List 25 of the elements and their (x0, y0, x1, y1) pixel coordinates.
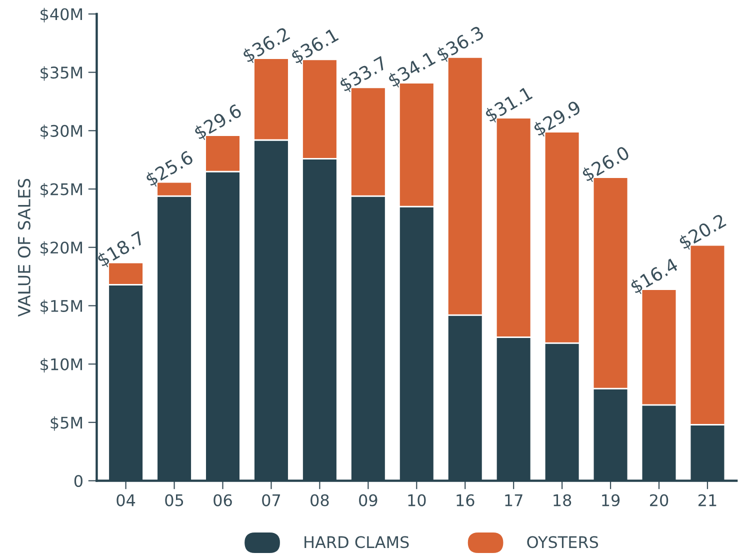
x-tick-label: 19 (602, 494, 620, 506)
x-tick-label: 04 (116, 494, 136, 506)
x-tick-label: 06 (214, 494, 232, 506)
y-tick-label: $35M (40, 66, 82, 81)
y-tick-label: $5M (50, 416, 82, 431)
y-tick-label: $30M (40, 124, 82, 140)
legend-label: HARD CLAMS (304, 536, 409, 548)
x-tick-label: 05 (165, 494, 184, 506)
x-tick-label: 16 (456, 494, 474, 506)
y-tick-label: $25M (40, 182, 82, 198)
x-tick-label: 20 (650, 494, 668, 506)
y-tick-label: $15M (40, 300, 82, 314)
x-tick-label: 21 (698, 494, 716, 506)
x-tick-label: 10 (408, 494, 426, 506)
x-tick-label: 09 (359, 494, 378, 506)
y-axis-title: VALUE OF SALES (18, 178, 30, 317)
x-tick-label: 17 (505, 494, 522, 506)
x-tick-label: 18 (554, 494, 572, 506)
y-tick-label: $20M (40, 241, 82, 256)
x-tick-label: 07 (262, 494, 280, 506)
legend-label: OYSTERS (527, 536, 598, 548)
y-tick-label: 0 (74, 474, 82, 488)
y-tick-label: $40M (40, 8, 82, 22)
x-tick-label: 08 (310, 494, 329, 506)
y-tick-label: $10M (40, 358, 82, 372)
